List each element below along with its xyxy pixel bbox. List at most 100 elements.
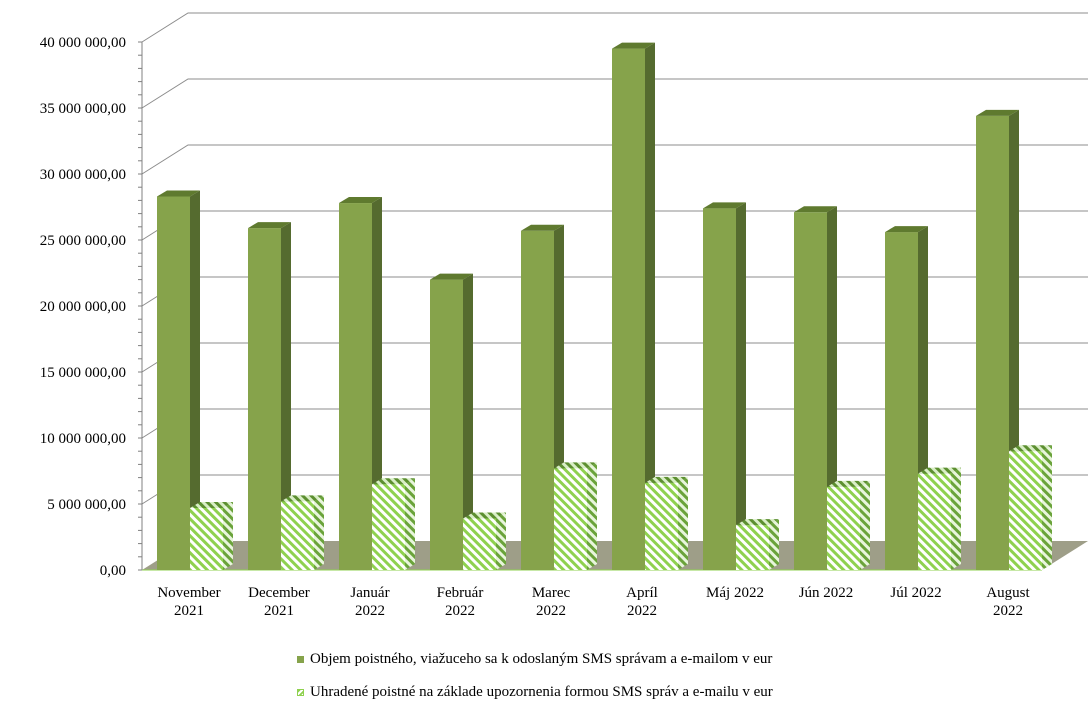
bar-series1-front xyxy=(521,230,554,570)
bar-series2-side xyxy=(769,519,779,570)
bar-series2-front xyxy=(918,473,951,570)
bar-series2-top xyxy=(736,519,779,526)
bar-series1-side xyxy=(190,190,200,570)
bar-series1-top xyxy=(612,42,655,49)
bar-series1-front xyxy=(976,115,1009,571)
y-tick-label: 20 000 000,00 xyxy=(40,299,126,315)
bar-series2-top xyxy=(918,467,961,474)
bar-series2-front xyxy=(645,482,678,570)
bar-series1-front xyxy=(430,279,463,570)
bar-series1 xyxy=(339,197,382,571)
bar-series1-top xyxy=(703,202,746,209)
gridline xyxy=(141,144,1088,175)
bar-series2-front xyxy=(190,507,223,570)
bar-series1-front xyxy=(339,203,372,571)
bar-series2-front xyxy=(372,484,405,570)
y-tick-label: 15 000 000,00 xyxy=(40,365,126,381)
bar-series1-front xyxy=(794,212,827,570)
bar-series2 xyxy=(463,512,506,570)
bar-series2-front xyxy=(1009,451,1042,570)
bar-series2-top xyxy=(281,495,324,502)
bar-series2-front xyxy=(736,525,769,570)
legend-label-series-1: Objem poistného, viažuceho sa k odoslaný… xyxy=(310,651,773,667)
bar-series2 xyxy=(645,476,688,570)
bar-series2-side xyxy=(951,467,961,570)
bar-series2 xyxy=(190,501,233,570)
x-tick-label: November 2021 xyxy=(157,585,220,619)
bar-series1-top xyxy=(976,109,1019,116)
bar-series2 xyxy=(827,480,870,570)
bar-series1-front xyxy=(703,208,736,570)
bar-series1-top xyxy=(430,273,473,280)
y-tick-label: 10 000 000,00 xyxy=(40,431,126,447)
bar-series2-front xyxy=(463,518,496,570)
bar-series2 xyxy=(372,478,415,570)
y-tick-label: 25 000 000,00 xyxy=(40,233,126,249)
bar-series2 xyxy=(736,519,779,570)
bar-series1 xyxy=(430,273,473,570)
bar-series1-top xyxy=(157,190,200,197)
bar-series2-side xyxy=(1042,445,1052,570)
bar-series1-side xyxy=(736,202,746,570)
bar-series2-front xyxy=(827,486,860,570)
bar-series2-front xyxy=(554,468,587,570)
bar-series1-side xyxy=(281,222,291,570)
legend-item-series-2: Uhradené poistné na základe upozornenia … xyxy=(297,684,773,701)
bar-series2-side xyxy=(405,478,415,570)
gridline xyxy=(141,12,1088,43)
bar-series2-top xyxy=(463,512,506,519)
bar-series2-side xyxy=(314,495,324,570)
bar-series2-top xyxy=(1009,445,1052,452)
bar-series2-top xyxy=(827,480,870,487)
bar-series2 xyxy=(918,467,961,570)
x-tick-label: Marec 2022 xyxy=(532,585,571,619)
bar-series1-front xyxy=(612,48,645,571)
bar-series1-top xyxy=(248,222,291,229)
bar-series1-front xyxy=(248,228,281,570)
x-tick-label: August 2022 xyxy=(986,585,1030,619)
bar-series2-top xyxy=(554,462,597,469)
legend-label-series-2: Uhradené poistné na základe upozornenia … xyxy=(310,684,773,700)
bar-series1-front xyxy=(157,196,190,570)
bar-series2-top xyxy=(190,501,233,508)
x-tick-label: Apríl 2022 xyxy=(626,585,658,619)
y-tick-label: 0,00 xyxy=(100,563,126,579)
legend-swatch-series-2 xyxy=(297,689,304,696)
x-tick-label: Jún 2022 xyxy=(799,585,854,601)
bar-series2 xyxy=(281,495,324,570)
y-tick-label: 40 000 000,00 xyxy=(40,35,126,51)
legend-swatch-series-1 xyxy=(297,656,304,663)
x-tick-label: Júl 2022 xyxy=(890,585,941,601)
bar-series2-top xyxy=(372,478,415,485)
x-tick-label: Február 2022 xyxy=(437,585,484,619)
bar-series2-side xyxy=(223,501,233,570)
bar-series1 xyxy=(612,42,655,571)
bar-series1 xyxy=(794,206,837,570)
x-tick-label: December 2021 xyxy=(248,585,310,619)
bar-series2-top xyxy=(645,476,688,483)
bar-series1 xyxy=(703,202,746,570)
x-tick-label: Január 2022 xyxy=(350,585,389,619)
gridline xyxy=(141,78,1088,109)
bar-series2-side xyxy=(678,476,688,570)
y-tick-label: 5 000 000,00 xyxy=(47,497,126,513)
bar-series1-top xyxy=(885,226,928,233)
x-tick-label: Máj 2022 xyxy=(706,585,764,601)
bar-series1 xyxy=(157,190,200,570)
bar-series2 xyxy=(1009,445,1052,570)
bar-series2-side xyxy=(587,462,597,570)
bar-series1 xyxy=(248,222,291,570)
bar-series2 xyxy=(554,462,597,570)
bar-series1-side xyxy=(463,273,473,570)
bar-series1-side xyxy=(827,206,837,570)
bar-series1-top xyxy=(794,206,837,213)
bar-series1-front xyxy=(885,232,918,570)
bar-series1-top xyxy=(521,224,564,231)
bar-series2-side xyxy=(496,512,506,570)
bar-series2-side xyxy=(860,480,870,570)
y-tick-label: 35 000 000,00 xyxy=(40,101,126,117)
y-tick-label: 30 000 000,00 xyxy=(40,167,126,183)
bar-series1-top xyxy=(339,197,382,204)
